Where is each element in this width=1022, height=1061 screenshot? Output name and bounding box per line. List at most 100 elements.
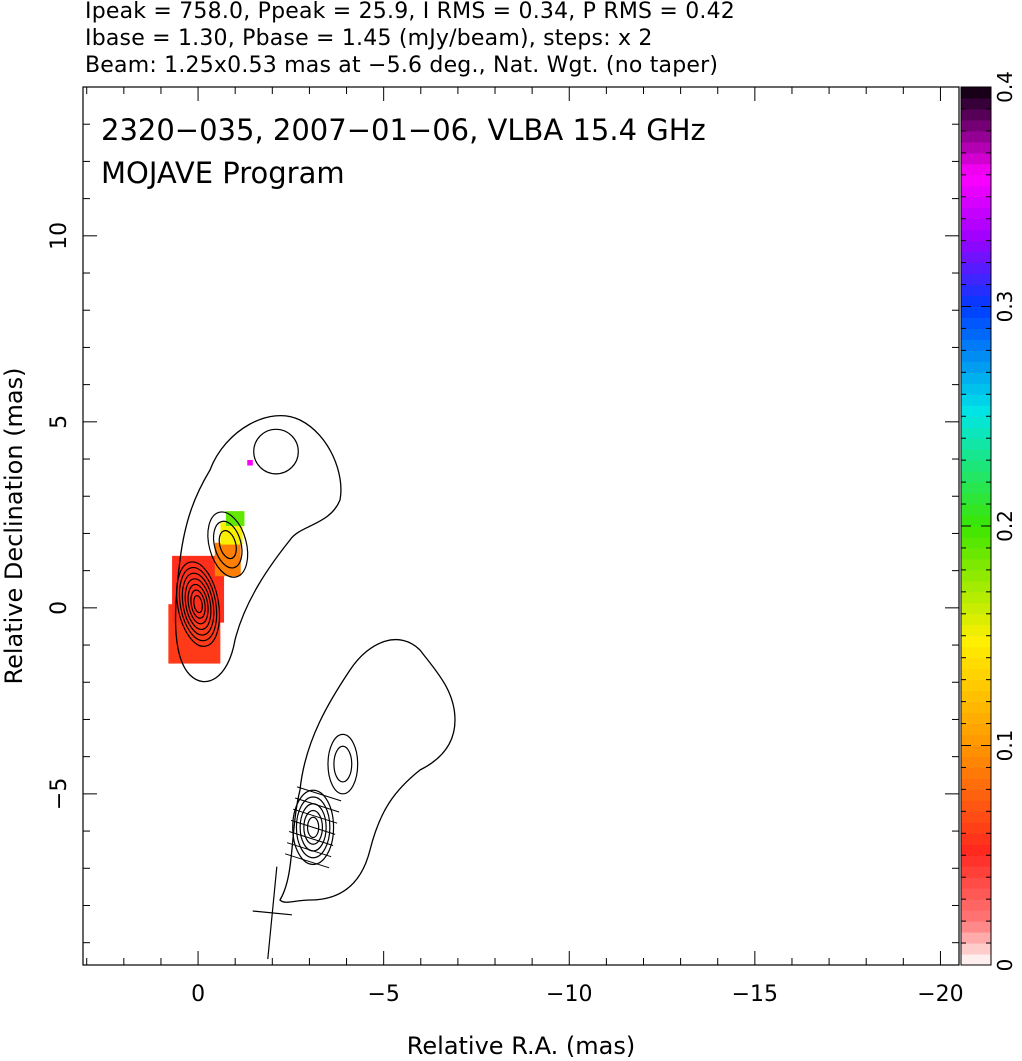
colorbar-segment	[961, 372, 991, 384]
colorbar-segment	[961, 855, 991, 867]
polarization-vector	[296, 786, 342, 802]
colorbar-segment	[961, 899, 991, 911]
colorbar-segment	[961, 613, 991, 626]
colorbar-segment	[961, 745, 991, 757]
core-contour	[184, 578, 212, 631]
colorbar-segment	[961, 591, 991, 604]
colorbar-segment	[961, 262, 991, 275]
colorbar-segment	[961, 196, 991, 209]
x-tick-label: −5	[367, 982, 399, 1007]
colorbar-segment	[961, 339, 991, 351]
colorbar-segment	[961, 240, 991, 253]
beam-marker	[252, 866, 292, 960]
colorbar-segment	[961, 394, 991, 406]
colorbar-segment	[961, 218, 991, 231]
polarization-pixel	[220, 522, 243, 545]
colorbar-segment	[961, 866, 991, 878]
colorbar-segment	[961, 152, 991, 165]
southern-component-contour	[295, 796, 331, 859]
colorbar-segment	[961, 635, 991, 648]
colorbar-segment	[961, 602, 991, 615]
southern-component-contour	[292, 789, 335, 866]
colorbar-segment	[961, 580, 991, 593]
colorbar-segment	[961, 789, 991, 801]
colorbar-segment	[961, 460, 991, 472]
y-axis-label: Relative Declination (mas)	[0, 367, 28, 684]
colorbar-segment	[961, 416, 991, 428]
header-line-1: Ipeak = 758.0, Ppeak = 25.9, I RMS = 0.3…	[85, 0, 735, 24]
colorbar-segment	[961, 108, 991, 121]
southern-component-contour	[303, 809, 324, 845]
x-tick-label: −10	[546, 982, 592, 1007]
colorbar-tick-label: 0.4	[993, 71, 1017, 103]
core-contour	[176, 561, 221, 647]
core-contour	[178, 566, 218, 642]
colorbar-segment	[961, 954, 991, 966]
colorbar-segment	[961, 306, 991, 318]
colorbar-segment	[961, 207, 991, 220]
core-contour	[187, 583, 209, 625]
inner-jet-contour	[218, 530, 237, 560]
colorbar-segment	[961, 493, 991, 505]
colorbar-segment	[961, 295, 991, 307]
x-tick-label: −15	[732, 982, 778, 1007]
colorbar-segment	[961, 504, 991, 516]
polarization-pixel	[247, 459, 253, 466]
colorbar-segment	[961, 273, 991, 286]
colorbar-tick-label: 0.2	[993, 510, 1017, 542]
colorbar-segment	[961, 690, 991, 703]
colorbar-segment	[961, 624, 991, 637]
colorbar-segment	[961, 87, 991, 99]
core-contour	[181, 572, 215, 636]
x-axis-ticks: 0 −5 −10 −15 −20	[86, 87, 964, 1007]
header-line-2: Ibase = 1.30, Pbase = 1.45 (mJy/beam), s…	[85, 26, 653, 51]
colorbar-segment	[961, 97, 991, 110]
colorbar-segment	[961, 536, 991, 549]
y-tick-label: 5	[47, 415, 72, 429]
core-contour	[190, 589, 206, 619]
colorbar-segment	[961, 668, 991, 681]
colorbar-segment	[961, 515, 991, 527]
colorbar-segment	[961, 405, 991, 417]
colorbar: 0 0.1 0.2 0.3 0.4	[960, 71, 1017, 971]
colorbar-segment	[961, 427, 991, 439]
colorbar-segment	[961, 943, 991, 955]
colorbar-segment	[961, 646, 991, 659]
core-contour	[193, 595, 203, 614]
outer-contour-south	[279, 639, 456, 903]
colorbar-segment	[961, 888, 991, 900]
colorbar-segment	[961, 438, 991, 450]
colorbar-segment	[961, 877, 991, 889]
chart-title: 2320−035, 2007−01−06, VLBA 15.4 GHz	[101, 113, 706, 147]
polarization-vector	[294, 797, 340, 813]
colorbar-segment	[961, 141, 991, 154]
inner-jet-contour	[212, 520, 243, 569]
colorbar-segment	[961, 558, 991, 571]
colorbar-segment	[961, 833, 991, 845]
colorbar-segment	[961, 229, 991, 242]
inner-jet-contour	[207, 511, 249, 578]
colorbar-segment	[961, 932, 991, 944]
header-line-3: Beam: 1.25x0.53 mas at −5.6 deg., Nat. W…	[85, 53, 719, 78]
x-axis-label: Relative R.A. (mas)	[407, 1032, 635, 1060]
y-tick-label: −5	[47, 778, 72, 810]
polarization-vectors	[284, 786, 342, 869]
colorbar-segment	[961, 361, 991, 373]
colorbar-segment	[961, 734, 991, 746]
southern-component-contour	[306, 816, 320, 839]
colorbar-segment	[961, 284, 991, 297]
polarization-vector	[292, 808, 338, 824]
colorbar-segment	[961, 526, 991, 538]
colorbar-tick-label: 0.3	[993, 291, 1017, 323]
colorbar-segment	[961, 449, 991, 461]
southern-knot-contour	[327, 733, 359, 795]
colorbar-segment	[961, 822, 991, 834]
x-tick-label: −20	[917, 982, 963, 1007]
colorbar-segment	[961, 130, 991, 143]
colorbar-segment	[961, 328, 991, 340]
colorbar-segment	[961, 723, 991, 736]
colorbar-segment	[961, 547, 991, 560]
colorbar-segment	[961, 471, 991, 483]
y-tick-label: 0	[47, 601, 72, 615]
